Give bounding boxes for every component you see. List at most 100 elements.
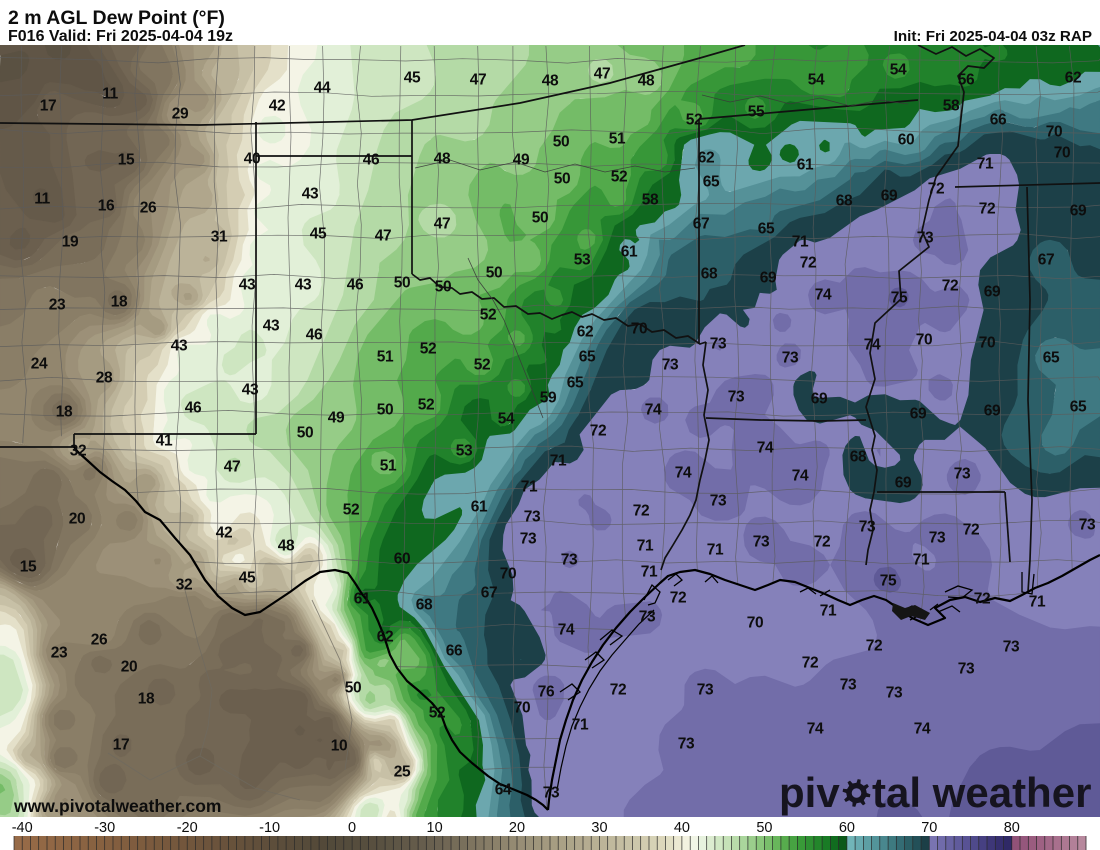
svg-text:52: 52 [611,169,627,186]
svg-text:67: 67 [481,585,497,602]
svg-text:52: 52 [686,112,702,129]
svg-text:50: 50 [394,275,410,292]
svg-text:52: 52 [480,307,496,324]
svg-text:www.pivotalweather.com: www.pivotalweather.com [13,796,221,816]
svg-text:62: 62 [377,629,393,646]
svg-text:72: 72 [974,591,990,608]
svg-text:73: 73 [697,682,714,699]
svg-text:56: 56 [958,72,975,89]
svg-text:43: 43 [242,382,259,399]
svg-text:18: 18 [111,294,128,311]
svg-text:73: 73 [710,336,727,353]
svg-text:48: 48 [638,73,655,90]
svg-text:66: 66 [446,643,463,660]
svg-text:74: 74 [807,721,824,738]
svg-text:54: 54 [498,411,515,428]
svg-text:42: 42 [216,525,232,542]
svg-text:75: 75 [891,290,908,307]
svg-text:74: 74 [675,465,692,482]
svg-text:49: 49 [513,152,530,169]
svg-text:70: 70 [514,700,530,717]
svg-text:67: 67 [693,216,709,233]
svg-text:52: 52 [343,502,359,519]
svg-text:74: 74 [914,721,931,738]
svg-text:54: 54 [890,62,907,79]
svg-text:65: 65 [579,349,596,366]
svg-text:70: 70 [979,335,995,352]
svg-text:15: 15 [118,152,135,169]
svg-text:2 m AGL Dew Point (°F): 2 m AGL Dew Point (°F) [8,7,225,29]
svg-text:73: 73 [639,609,656,626]
svg-text:50: 50 [345,680,361,697]
svg-text:32: 32 [70,443,86,460]
svg-text:73: 73 [917,230,934,247]
svg-text:15: 15 [20,559,37,576]
svg-text:71: 71 [641,564,658,581]
svg-text:71: 71 [792,234,809,251]
svg-text:68: 68 [416,597,433,614]
svg-text:69: 69 [895,475,912,492]
svg-text:73: 73 [524,509,541,526]
svg-text:73: 73 [753,534,770,551]
svg-text:72: 72 [928,181,944,198]
svg-text:80: 80 [1004,820,1020,836]
svg-text:24: 24 [31,356,48,373]
svg-text:58: 58 [642,192,659,209]
svg-text:73: 73 [678,736,695,753]
svg-text:74: 74 [815,287,832,304]
svg-text:11: 11 [34,191,50,208]
svg-text:73: 73 [710,493,727,510]
svg-text:62: 62 [698,150,714,167]
svg-text:42: 42 [269,98,285,115]
svg-text:50: 50 [377,402,393,419]
svg-text:45: 45 [404,70,421,87]
svg-text:54: 54 [808,72,825,89]
svg-text:46: 46 [363,152,380,169]
svg-text:18: 18 [56,404,73,421]
svg-text:52: 52 [429,705,445,722]
svg-text:68: 68 [836,193,853,210]
svg-text:20: 20 [69,511,85,528]
svg-text:10: 10 [427,820,443,836]
svg-text:53: 53 [456,443,473,460]
svg-text:71: 71 [1029,594,1046,611]
svg-text:71: 71 [521,479,538,496]
svg-text:74: 74 [864,337,881,354]
svg-text:51: 51 [380,458,397,475]
svg-text:72: 72 [633,503,649,520]
svg-text:32: 32 [176,577,192,594]
svg-text:73: 73 [859,519,876,536]
svg-text:piv: piv [779,769,840,816]
svg-text:72: 72 [979,201,995,218]
svg-text:73: 73 [1003,639,1020,656]
svg-text:72: 72 [590,423,606,440]
svg-text:70: 70 [916,332,932,349]
svg-text:65: 65 [1070,399,1087,416]
svg-text:11: 11 [102,86,118,103]
svg-text:-20: -20 [177,820,198,836]
svg-text:31: 31 [211,229,228,246]
svg-text:55: 55 [748,104,765,121]
svg-text:73: 73 [543,785,560,802]
svg-text:71: 71 [820,603,837,620]
svg-text:69: 69 [811,391,828,408]
svg-text:60: 60 [394,551,410,568]
svg-text:25: 25 [394,764,411,781]
svg-text:69: 69 [760,270,777,287]
svg-text:23: 23 [51,645,68,662]
svg-text:72: 72 [963,522,979,539]
svg-text:72: 72 [942,278,958,295]
svg-text:-30: -30 [94,820,115,836]
svg-text:50: 50 [756,820,772,836]
svg-text:72: 72 [800,255,816,272]
svg-text:40: 40 [674,820,690,836]
svg-text:29: 29 [172,106,189,123]
svg-text:61: 61 [621,244,638,261]
svg-text:45: 45 [239,570,256,587]
svg-text:74: 74 [757,440,774,457]
svg-text:65: 65 [567,375,584,392]
svg-text:73: 73 [520,531,537,548]
svg-text:70: 70 [921,820,937,836]
svg-text:58: 58 [943,98,960,115]
svg-text:46: 46 [347,277,364,294]
